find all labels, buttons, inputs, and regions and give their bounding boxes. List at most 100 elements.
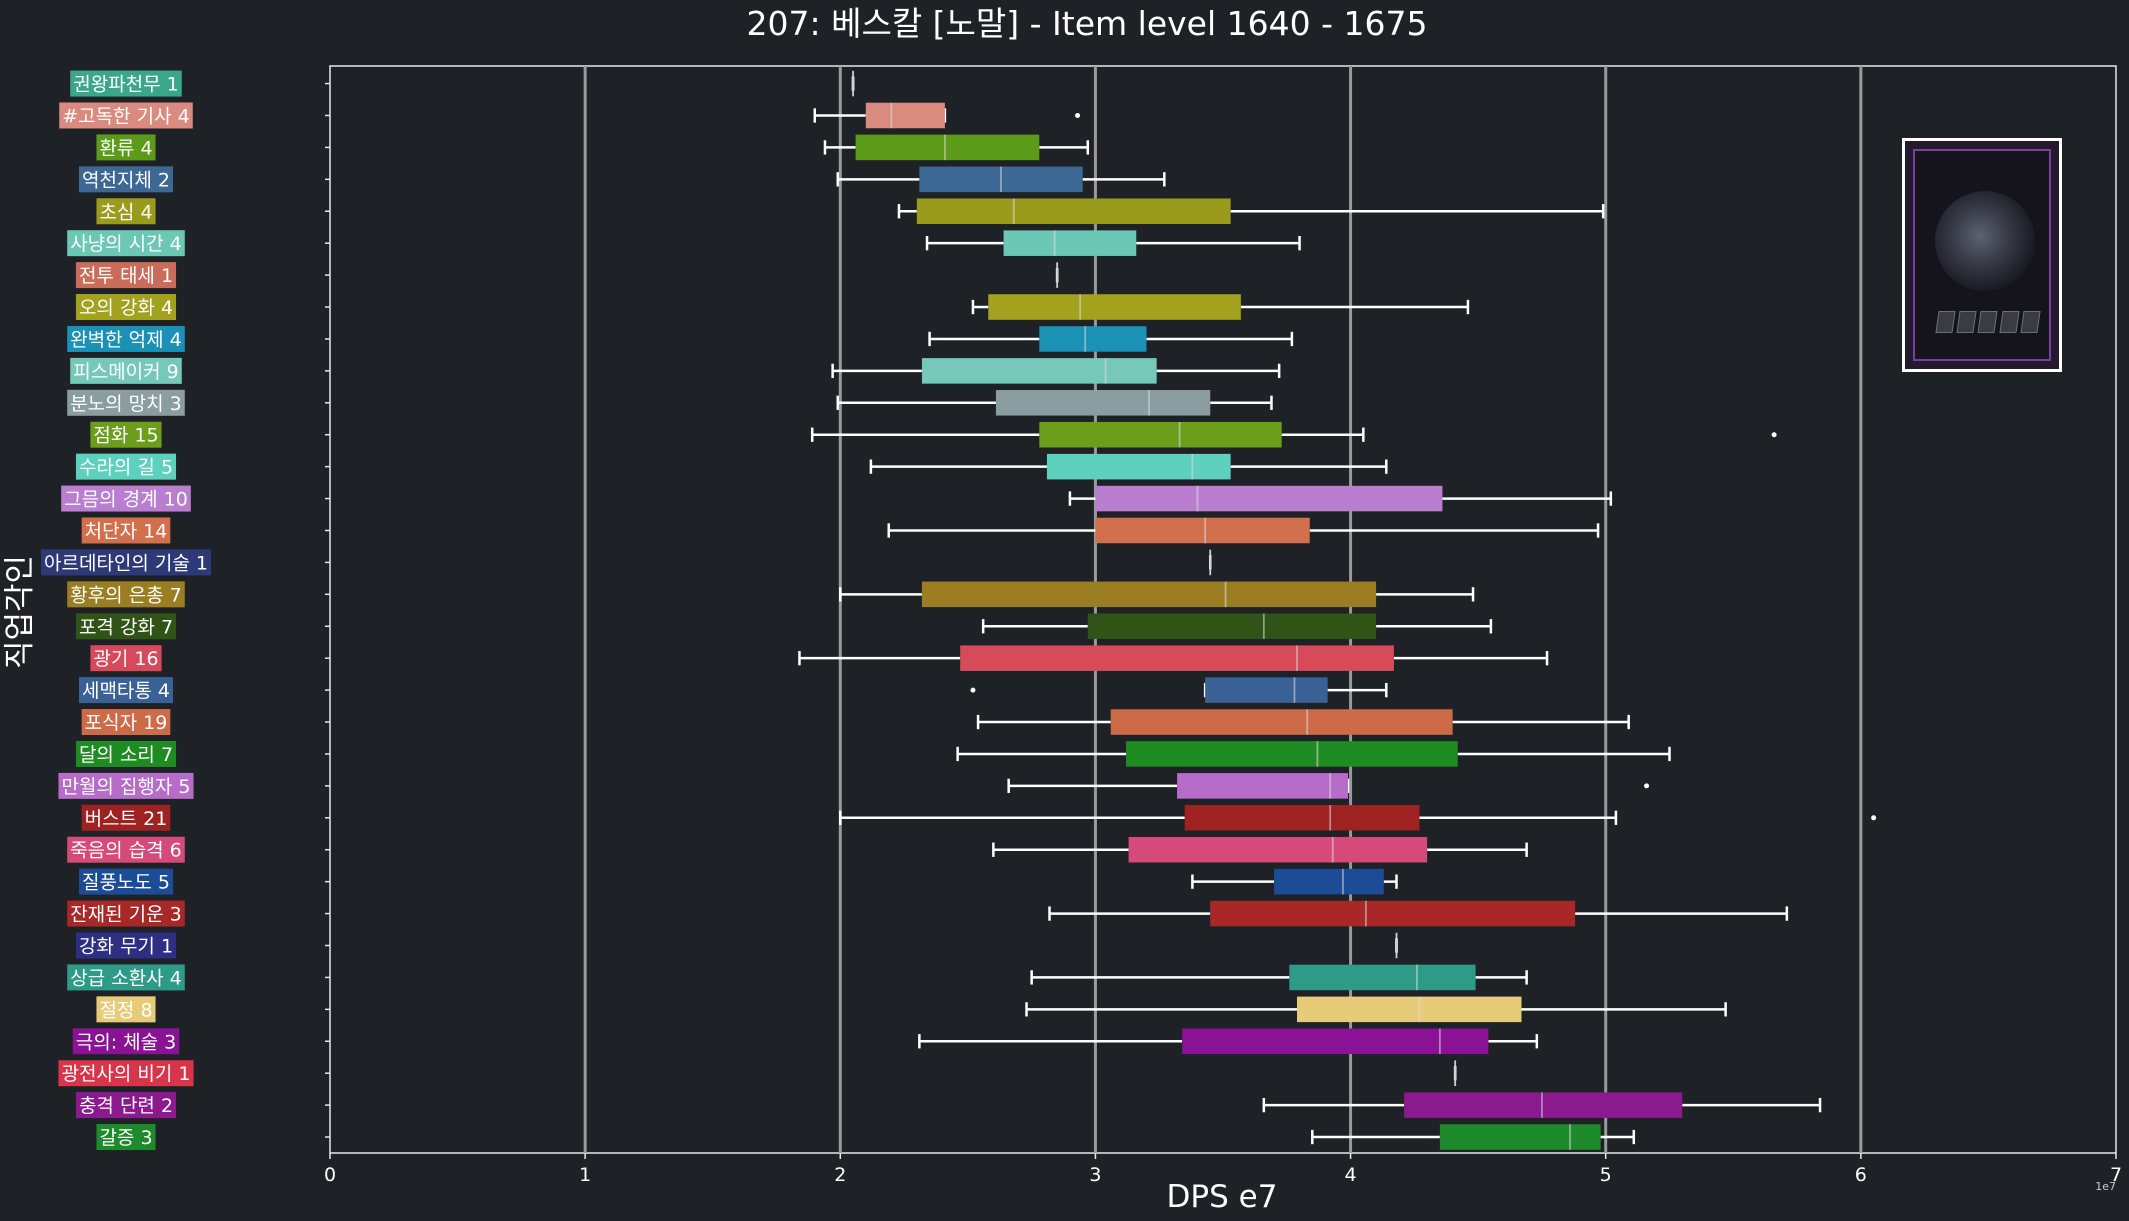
category-label-background: [58, 772, 194, 799]
category-label-text: #고독한 기사 4: [62, 105, 190, 127]
chart-title: 207: 베스칼 [노말] - Item level 1640 - 1675: [747, 4, 1428, 43]
iqr-box: [1003, 230, 1137, 256]
box-3: [823, 134, 1090, 161]
category-label-text: 사냥의 시간 4: [70, 233, 182, 255]
category-label-text: 절정 8: [99, 999, 152, 1021]
box-13: [869, 453, 1388, 480]
category-label-text: 만월의 집행자 5: [61, 776, 190, 798]
category-label-background: [67, 900, 185, 927]
category-label-2: #고독한 기사 4: [59, 102, 193, 129]
iqr-box: [1039, 421, 1282, 448]
box-27: [1048, 900, 1789, 927]
axis-offset-text: 1e7: [2095, 1180, 2116, 1193]
iqr-box: [1177, 773, 1349, 799]
category-label-25: 죽음의 습격 6: [67, 836, 185, 863]
category-label-text: 완벽한 억제 4: [70, 329, 182, 351]
category-label-14: 그믐의 경계 10: [61, 485, 191, 512]
box-9: [928, 326, 1294, 352]
category-label-15: 처단자 14: [81, 517, 171, 544]
category-label-18: 포격 강화 7: [75, 613, 177, 640]
grid-lines: [329, 66, 2117, 1159]
category-label-16: 아르데타인의 기술 1: [40, 549, 212, 576]
category-label-9: 완벽한 억제 4: [67, 325, 185, 352]
category-label-32: 광전사의 비기 1: [58, 1060, 194, 1087]
category-label-10: 피스메이커 9: [70, 357, 182, 384]
category-label-22: 달의 소리 7: [75, 740, 177, 767]
category-label-text: 황후의 은총 7: [70, 584, 182, 606]
category-label-31: 극의: 체술 3: [72, 1028, 180, 1055]
box-33: [1262, 1092, 1822, 1118]
category-label-background: [81, 517, 171, 544]
box-20: [970, 677, 1388, 703]
category-label-21: 포식자 19: [81, 709, 171, 736]
iqr-box: [855, 134, 1040, 161]
category-label-background: [96, 1124, 156, 1151]
outlier-point: [1771, 432, 1777, 438]
category-label-3: 환류 4: [96, 134, 156, 161]
boss-portrait-image: [1902, 138, 2062, 372]
category-label-background: [96, 996, 156, 1023]
iqr-box: [995, 390, 1211, 416]
category-label-background: [67, 325, 185, 352]
category-label-background: [67, 230, 185, 257]
category-label-text: 오의 강화 4: [79, 297, 173, 319]
category-label-text: 역천지체 2: [82, 169, 170, 191]
category-label-background: [70, 70, 182, 97]
box-22: [956, 741, 1671, 767]
category-label-text: 질풍노도 5: [82, 872, 170, 894]
x-axis-label: DPS e7: [1167, 1179, 1278, 1215]
category-label-background: [78, 677, 174, 704]
box-31: [918, 1028, 1539, 1055]
iqr-box: [960, 645, 1394, 671]
iqr-box: [1039, 326, 1147, 352]
iqr-box: [1184, 805, 1420, 831]
category-label-text: 극의: 체술 3: [76, 1031, 177, 1053]
iqr-box: [1404, 1092, 1683, 1118]
iqr-box: [1128, 836, 1428, 863]
category-label-13: 수라의 길 5: [75, 453, 177, 480]
category-label-text: 초심 4: [99, 201, 152, 223]
category-label-background: [67, 389, 185, 416]
category-label-8: 오의 강화 4: [75, 294, 177, 321]
category-label-11: 분노의 망치 3: [67, 389, 185, 416]
iqr-box: [1110, 709, 1453, 735]
iqr-box: [1210, 900, 1576, 927]
category-label-background: [75, 740, 177, 767]
category-label-1: 권왕파천무 1: [70, 70, 182, 97]
x-tick-label: 6: [1855, 1164, 1867, 1186]
category-label-background: [67, 836, 185, 863]
y-axis-ticks: [325, 82, 330, 1138]
category-label-27: 잔재된 기운 3: [67, 900, 185, 927]
iqr-box: [865, 102, 945, 129]
category-label-20: 세맥타통 4: [78, 677, 174, 704]
iqr-box: [921, 358, 1157, 384]
iqr-box: [1439, 1124, 1601, 1150]
box-5: [897, 198, 1605, 225]
outlier-point: [1644, 783, 1650, 789]
x-tick-label: 4: [1345, 1164, 1357, 1186]
box-23: [1007, 773, 1650, 799]
category-label-text: 광기 16: [93, 648, 158, 670]
category-label-background: [70, 357, 182, 384]
outlier-point: [1075, 112, 1081, 118]
category-label-text: 그믐의 경계 10: [64, 489, 188, 511]
category-label-26: 질풍노도 5: [78, 868, 174, 895]
box-8: [971, 294, 1470, 320]
iqr-box: [1095, 517, 1310, 544]
category-label-5: 초심 4: [96, 198, 156, 225]
box-19: [798, 645, 1549, 671]
category-label-17: 황후의 은총 7: [67, 581, 185, 608]
category-label-text: 포식자 19: [85, 712, 168, 734]
category-label-12: 점화 15: [90, 421, 162, 448]
x-tick-label: 3: [1089, 1164, 1101, 1186]
outlier-point: [970, 687, 976, 693]
category-label-text: 환류 4: [99, 137, 152, 159]
boss-figure-icon: [1935, 191, 2035, 291]
box-10: [831, 358, 1281, 384]
x-tick-label: 7: [2110, 1164, 2122, 1186]
category-label-background: [81, 709, 171, 736]
category-label-text: 전투 태세 1: [79, 265, 173, 287]
category-label-text: 버스트 21: [85, 808, 168, 830]
card-awakening-pips: [1935, 311, 2041, 333]
